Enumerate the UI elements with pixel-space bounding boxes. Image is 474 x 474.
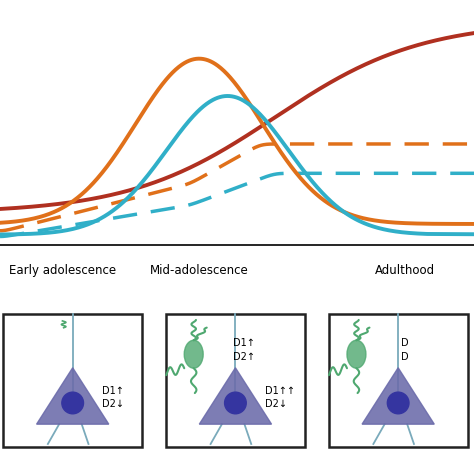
Circle shape bbox=[225, 392, 246, 414]
Text: Mid-adolescence: Mid-adolescence bbox=[150, 264, 248, 277]
Text: Early adolescence: Early adolescence bbox=[9, 264, 117, 277]
Bar bbox=[166, 314, 305, 447]
Polygon shape bbox=[36, 368, 109, 424]
Text: Adulthood: Adulthood bbox=[374, 264, 435, 277]
Circle shape bbox=[387, 392, 409, 414]
Bar bbox=[328, 314, 468, 447]
Text: D
D: D D bbox=[401, 338, 409, 362]
Bar bbox=[3, 314, 142, 447]
Text: D1↑↑
D2↓: D1↑↑ D2↓ bbox=[265, 385, 295, 409]
Ellipse shape bbox=[347, 340, 366, 368]
Polygon shape bbox=[362, 368, 434, 424]
Polygon shape bbox=[200, 368, 272, 424]
Circle shape bbox=[62, 392, 83, 414]
Ellipse shape bbox=[184, 340, 203, 368]
Text: D1↑
D2↑: D1↑ D2↑ bbox=[233, 338, 255, 362]
Text: D1↑
D2↓: D1↑ D2↓ bbox=[102, 385, 124, 409]
